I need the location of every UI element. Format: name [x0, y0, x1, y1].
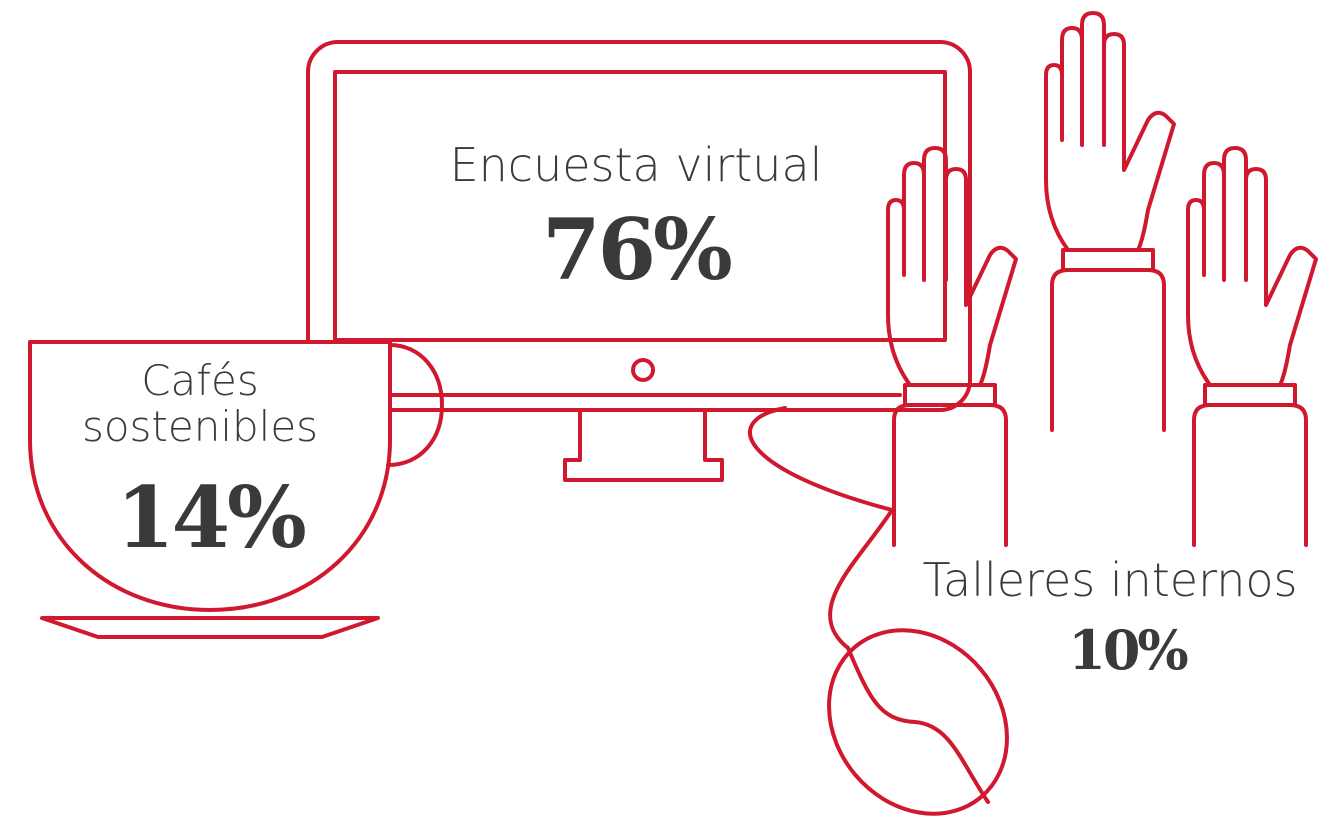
label: Cafés sostenibles [81, 356, 319, 452]
hand [1044, 11, 1176, 432]
hands [886, 11, 1318, 547]
value: 76% [542, 200, 733, 299]
cup [28, 340, 444, 639]
value: 14% [116, 468, 307, 567]
value: 10% [1068, 618, 1188, 682]
hand [1186, 146, 1318, 547]
label: Encuesta virtual [449, 138, 823, 192]
hand [886, 146, 1018, 547]
label: Talleres internos [880, 555, 1333, 606]
cable-mouse [748, 406, 1009, 816]
